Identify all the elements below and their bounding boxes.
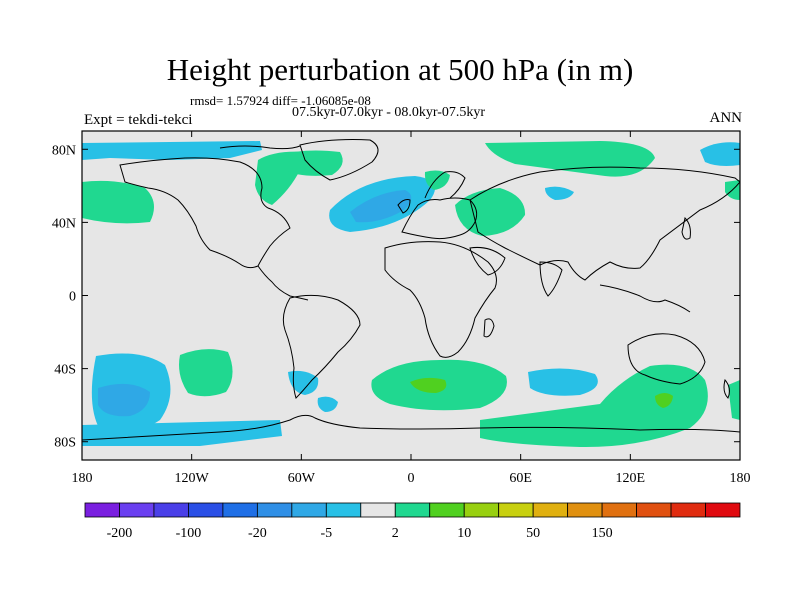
positive-anomaly-region: [280, 150, 343, 176]
coastline-africa: [384, 241, 497, 358]
lon-tick-label: 120W: [175, 471, 210, 486]
lon-tick-label: 180: [72, 471, 93, 486]
colorbar-label: -200: [107, 526, 133, 541]
positive-anomaly-region: [410, 377, 447, 393]
coastline-india: [539, 261, 563, 297]
coastline-antarctica: [82, 414, 740, 441]
colorbar-swatch: [291, 502, 327, 518]
colorbar-swatch: [119, 502, 155, 518]
colorbar-swatch: [188, 502, 224, 518]
negative-anomaly-region: [82, 141, 262, 160]
lat-tick-label: 80S: [54, 436, 76, 451]
positive-anomaly-region: [728, 380, 740, 420]
lon-tick-label: 120E: [616, 471, 646, 486]
positive-anomaly-region: [480, 364, 708, 448]
coastline-central-america: [257, 265, 309, 301]
colorbar-swatch: [601, 502, 637, 518]
colorbar-label: 50: [526, 526, 540, 541]
colorbar-swatch: [325, 502, 362, 518]
coastline-greenland: [299, 139, 379, 181]
colorbar-swatch: [532, 502, 569, 518]
anomaly-field: [82, 141, 740, 448]
colorbar-swatch: [429, 502, 465, 518]
coastline-madagascar: [483, 318, 495, 338]
colorbar-swatch: [222, 502, 258, 518]
coastline-british-isles: [397, 199, 411, 214]
negative-anomaly-region: [82, 420, 282, 446]
colorbar-label: 10: [457, 526, 471, 541]
lat-tick-label: 40N: [52, 216, 76, 231]
negative-anomaly-region: [350, 190, 412, 223]
colorbar-swatch: [705, 502, 741, 518]
coastline-australia: [627, 333, 706, 385]
negative-anomaly-region: [545, 186, 574, 200]
positive-anomaly-region: [82, 180, 154, 224]
coastline-scandinavia: [424, 171, 466, 199]
colorbar-swatch: [670, 502, 706, 518]
colorbar-swatch: [360, 502, 396, 518]
coastline-south-america: [282, 294, 361, 399]
colorbar-swatch: [394, 502, 431, 518]
period-subtitle: 07.5kyr-07.0kyr - 08.0kyr-07.5kyr: [292, 105, 486, 120]
negative-anomaly-region: [98, 383, 150, 417]
colorbar-swatch: [463, 502, 500, 518]
coastline-arabia: [469, 247, 506, 276]
positive-anomaly-region: [455, 188, 526, 236]
lat-tick-label: 40S: [54, 363, 76, 378]
colorbar-label: -5: [320, 526, 332, 541]
colorbar-swatch: [153, 502, 189, 518]
colorbar-label: -20: [248, 526, 267, 541]
colorbar-swatch: [567, 502, 603, 518]
colorbar-label: 2: [392, 526, 399, 541]
colorbar-label: -100: [176, 526, 202, 541]
rmsd-diff-stats: rmsd= 1.57924 diff= -1.06085e-08: [190, 93, 371, 108]
colorbar: -200 -100 -20 -5 2 10 50 150: [84, 502, 741, 541]
season-label: ANN: [709, 110, 743, 126]
lon-tick-label: 60E: [509, 471, 532, 486]
lon-tick-label: 180: [730, 471, 751, 486]
axis-ticks: 80N 40N 0 40S 80S 180 120W 60W 0 60E 120E 180: [52, 131, 751, 486]
colorbar-swatch: [256, 502, 293, 518]
coastlines: [82, 139, 740, 441]
colorbar-swatch: [84, 502, 120, 518]
lat-tick-label: 0: [69, 290, 76, 305]
coastline-new-zealand: [723, 378, 730, 399]
lon-tick-label: 60W: [288, 471, 316, 486]
colorbar-label: 150: [592, 526, 613, 541]
positive-anomaly-region: [655, 393, 673, 408]
negative-anomaly-region: [317, 396, 338, 412]
negative-anomaly-region: [288, 370, 319, 395]
positive-anomaly-region: [485, 141, 655, 177]
positive-anomaly-region: [179, 349, 233, 397]
coastline-arctic-islands: [219, 145, 301, 150]
map-title: Height perturbation at 500 hPa (in m): [166, 52, 634, 87]
coastline-southeast-asia: [599, 284, 691, 313]
lon-tick-label: 0: [408, 471, 415, 486]
colorbar-swatch: [636, 502, 672, 518]
experiment-label: Expt = tekdi-tekci: [84, 112, 193, 128]
coastline-japan: [681, 216, 691, 240]
negative-anomaly-region: [528, 368, 598, 396]
lat-tick-label: 80N: [52, 143, 76, 158]
coastline-europe: [401, 197, 478, 240]
colorbar-swatch: [498, 502, 534, 518]
negative-anomaly-region: [700, 142, 740, 166]
coastline-north-america: [119, 157, 291, 269]
